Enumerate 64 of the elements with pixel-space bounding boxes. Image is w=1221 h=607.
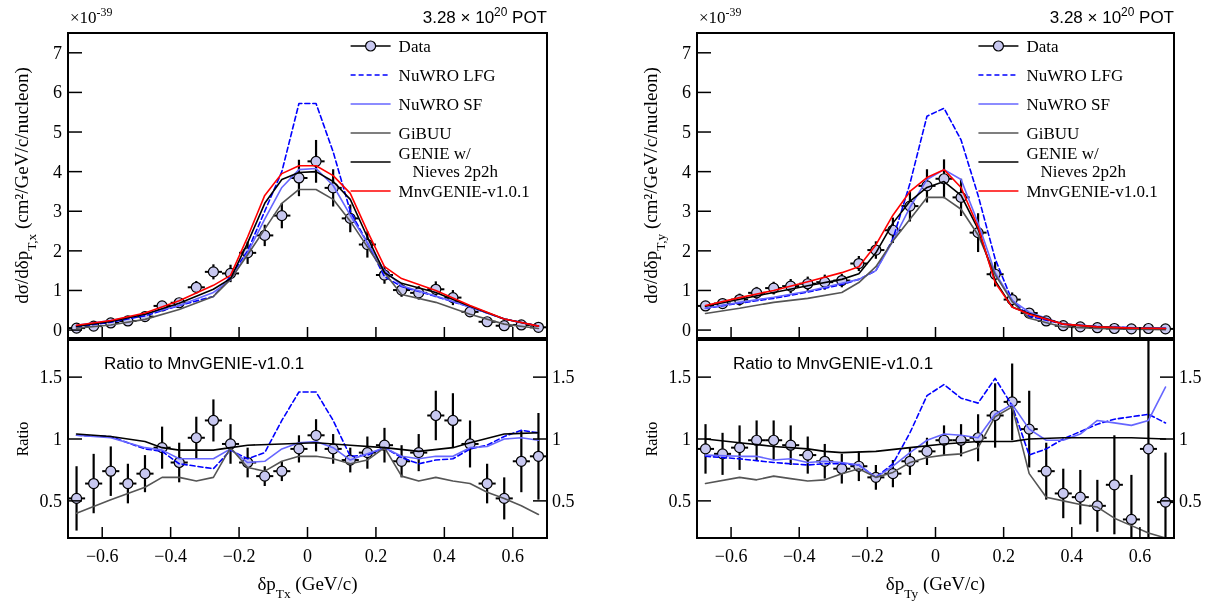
y-tick-label: 5 bbox=[682, 122, 691, 143]
x-tick-label: −0.4 bbox=[782, 546, 816, 566]
y-tick-label: 6 bbox=[682, 82, 691, 103]
y-tick-label: 6 bbox=[53, 82, 62, 103]
x-tick-label: 0 bbox=[303, 546, 312, 566]
legend-label: NuWRO SF bbox=[398, 95, 483, 114]
y-tick-label: 4 bbox=[682, 161, 691, 182]
y-tick-label: 4 bbox=[53, 161, 62, 182]
y-tick-label: 0 bbox=[53, 320, 62, 341]
text: ×10$^{-39}$ bbox=[699, 5, 742, 27]
y-tick-label: 1 bbox=[682, 429, 691, 449]
legend-label: NuWRO LFG bbox=[398, 66, 496, 85]
x-tick-label: −0.6 bbox=[85, 546, 119, 566]
x-axis-title: δp$_{Ty}$ (GeV/c) bbox=[885, 573, 986, 601]
x-tick-label: −0.2 bbox=[222, 546, 256, 566]
x-tick-label: 0.6 bbox=[501, 546, 525, 566]
y2-tick-label: 0.5 bbox=[552, 490, 575, 511]
x-tick-label: 0.2 bbox=[364, 546, 388, 566]
chart-title: 3.28 × 10$^{20}$ POT bbox=[422, 5, 547, 27]
chart-title: 3.28 × 10$^{20}$ POT bbox=[1049, 5, 1174, 27]
y2-tick-label: 0.5 bbox=[1179, 490, 1202, 511]
legend-label: MnvGENIE-v1.0.1 bbox=[1026, 182, 1158, 201]
y2-tick-label: 1.5 bbox=[1179, 367, 1202, 388]
y-tick-label: 1 bbox=[53, 280, 62, 301]
legend-label: GiBUU bbox=[1026, 124, 1080, 143]
y2-tick-label: 1.5 bbox=[552, 367, 575, 388]
annotation: Ratio to MnvGENIE-v1.0.1 bbox=[733, 354, 934, 373]
y-tick-label: 1.5 bbox=[668, 367, 691, 388]
y-tick-label: 0.5 bbox=[39, 490, 62, 511]
legend-label: GENIE w/ Nieves 2p2h bbox=[398, 144, 499, 181]
text: ×10$^{-39}$ bbox=[70, 5, 113, 27]
y-axis-title: Ratio bbox=[14, 421, 31, 457]
y-tick-label: 1.5 bbox=[39, 367, 62, 388]
y-tick-label: 3 bbox=[53, 201, 62, 222]
x-tick-label: 0.4 bbox=[433, 546, 456, 566]
y-tick-label: 2 bbox=[53, 240, 62, 261]
y-axis-title: Ratio bbox=[643, 421, 660, 457]
legend-label: Data bbox=[398, 37, 432, 56]
y-tick-label: 7 bbox=[53, 42, 62, 63]
legend-label: GENIE w/ Nieves 2p2h bbox=[1026, 144, 1127, 181]
legend-label: NuWRO SF bbox=[1026, 95, 1111, 114]
y-tick-label: 0 bbox=[682, 320, 691, 341]
x-tick-label: −0.2 bbox=[851, 546, 884, 566]
y-tick-label: 1 bbox=[53, 429, 62, 449]
legend-label: NuWRO LFG bbox=[1026, 66, 1124, 85]
y-tick-label: 0.5 bbox=[668, 490, 691, 511]
x-axis-title: δp$_{Tx}$ (GeV/c) bbox=[257, 573, 358, 601]
legend-label: MnvGENIE-v1.0.1 bbox=[398, 182, 530, 201]
x-tick-label: 0 bbox=[931, 546, 940, 566]
annotation: Ratio to MnvGENIE-v1.0.1 bbox=[104, 354, 305, 373]
y2-tick-label: 1 bbox=[552, 429, 561, 449]
y-tick-label: 1 bbox=[682, 280, 691, 301]
legend-label: Data bbox=[1026, 37, 1059, 56]
y2-tick-label: 1 bbox=[1179, 429, 1188, 449]
y-tick-label: 7 bbox=[682, 42, 691, 63]
y-tick-label: 3 bbox=[682, 201, 691, 222]
x-tick-label: −0.4 bbox=[154, 546, 187, 566]
x-tick-label: −0.6 bbox=[714, 546, 748, 566]
x-tick-label: 0.4 bbox=[1060, 546, 1084, 566]
legend-label: GiBUU bbox=[398, 124, 452, 143]
y-tick-label: 2 bbox=[682, 240, 691, 261]
y-tick-label: 5 bbox=[53, 122, 62, 143]
x-tick-label: 0.2 bbox=[992, 546, 1015, 566]
x-tick-label: 0.6 bbox=[1128, 546, 1152, 566]
